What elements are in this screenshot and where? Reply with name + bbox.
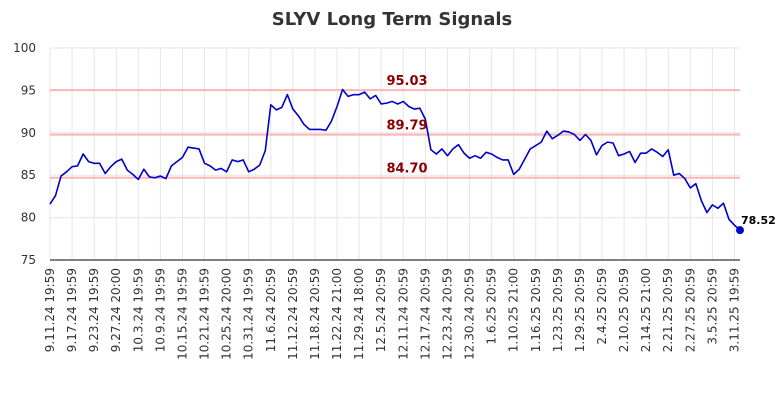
last-value-label: 78.52 — [741, 214, 776, 227]
x-tick-label: 11.6.24 20:59 — [264, 268, 278, 352]
x-tick-label: 9.17.24 19:59 — [65, 268, 79, 352]
x-tick-label: 3.11.25 19:59 — [727, 268, 741, 352]
y-tick-label: 75 — [21, 253, 36, 267]
x-tick-label: 10.9.24 19:59 — [153, 268, 167, 352]
x-tick-label: 11.22.24 21:00 — [330, 268, 344, 360]
x-tick-label: 9.27.24 20:00 — [109, 268, 123, 352]
x-tick-label: 11.12.24 20:59 — [286, 268, 300, 360]
series-line — [49, 88, 741, 231]
x-tick-label: 12.17.24 20:59 — [418, 268, 432, 360]
chart-title: SLYV Long Term Signals — [272, 9, 513, 30]
x-tick-label: 12.11.24 20:59 — [396, 268, 410, 360]
y-tick-label: 85 — [21, 168, 36, 182]
x-tick-label: 10.25.24 20:00 — [220, 268, 234, 360]
x-tick-label: 2.4.25 20:59 — [595, 268, 609, 345]
reference-line-label: 84.70 — [386, 162, 427, 177]
x-tick-label: 1.6.25 20:59 — [485, 268, 499, 345]
reference-line-label: 95.03 — [386, 74, 427, 89]
y-tick-label: 100 — [13, 41, 36, 55]
x-tick-label: 3.5.25 20:59 — [705, 268, 719, 345]
labels: 95.03 89.79 84.70 78.52 — [386, 74, 775, 227]
x-tick-label: 9.23.24 19:59 — [87, 268, 101, 352]
x-tick-label: 2.10.25 20:59 — [617, 268, 631, 352]
y-tick-label: 90 — [21, 126, 36, 140]
reference-line-label: 89.79 — [386, 119, 427, 134]
x-tick-label: 12.5.24 20:59 — [374, 268, 388, 352]
x-tick-label: 11.18.24 20:59 — [308, 268, 322, 360]
y-tick-label: 80 — [21, 211, 36, 225]
x-tick-label: 1.23.25 20:59 — [551, 268, 565, 352]
x-tick-label: 10.3.24 19:59 — [131, 268, 145, 352]
y-tick-label: 95 — [21, 83, 36, 97]
last-point-marker — [736, 226, 744, 235]
series — [49, 88, 744, 235]
x-tick-label: 2.14.25 21:00 — [639, 268, 653, 352]
axes: 75 80 85 90 95 100 9.11.24 19:59 9.17.24 19:59 9… — [13, 41, 741, 360]
x-tick-label: 10.21.24 19:59 — [198, 268, 212, 360]
x-tick-label: 2.21.25 20:59 — [661, 268, 675, 352]
x-tick-label: 2.27.25 20:59 — [683, 268, 697, 352]
x-tick-label: 1.29.25 20:59 — [573, 268, 587, 352]
x-tick-label: 1.16.25 20:59 — [529, 268, 543, 352]
x-tick-label: 11.29.24 18:00 — [352, 268, 366, 360]
x-tick-label: 10.31.24 19:59 — [242, 268, 256, 360]
x-tick-label: 1.10.25 21:00 — [507, 268, 521, 352]
x-tick-label: 9.11.24 19:59 — [43, 268, 57, 352]
x-tick-label: 10.15.24 19:59 — [175, 268, 189, 360]
x-tick-label: 12.30.24 20:59 — [463, 268, 477, 360]
x-tick-label: 12.23.24 20:59 — [440, 268, 454, 360]
